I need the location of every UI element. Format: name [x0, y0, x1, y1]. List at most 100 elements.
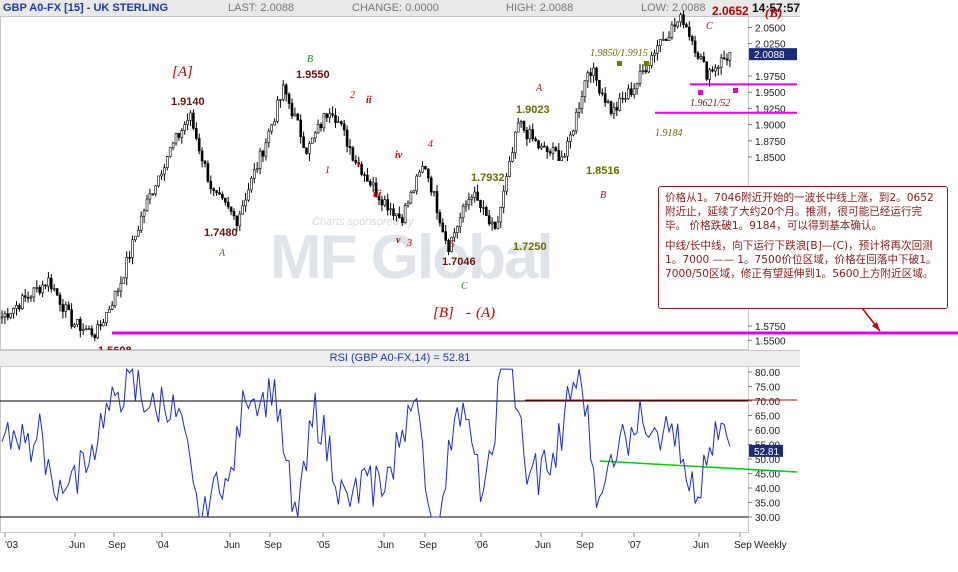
candle-body-77 — [224, 197, 227, 203]
candle-body-108 — [313, 132, 317, 139]
candle-body-236 — [685, 24, 688, 28]
candle-body-169 — [490, 221, 494, 225]
candle-body-230 — [667, 37, 671, 42]
candle-body-163 — [473, 191, 477, 198]
candle-body-212 — [615, 107, 619, 111]
candle-body-60 — [174, 133, 178, 144]
rsi-tick-label-10: 35.00 — [755, 499, 780, 510]
candle-body-224 — [650, 55, 653, 66]
candle-body-125 — [363, 174, 366, 176]
wave-label-4: B — [307, 54, 313, 65]
candle-body-7 — [20, 295, 24, 310]
interval-label: Weekly — [754, 540, 787, 551]
candle-body-184 — [534, 138, 537, 142]
candle-body-130 — [377, 195, 381, 201]
wave-label-17: 1.7046 — [442, 256, 476, 268]
candle-body-8 — [23, 295, 27, 298]
price-tick-label-9: 1.5750 — [755, 322, 786, 333]
candle-body-118 — [342, 123, 346, 131]
candle-body-78 — [226, 201, 230, 208]
last-price-box — [749, 48, 797, 61]
candle-body-80 — [232, 211, 236, 217]
candle-body-251 — [728, 52, 732, 61]
candle-body-31 — [90, 328, 94, 336]
watermark-brand: MF Global — [270, 223, 554, 292]
price-tick-label-8: 1.8500 — [755, 153, 786, 164]
candle-body-142 — [412, 190, 416, 193]
candle-body-20 — [58, 294, 62, 305]
rsi-tick-label-8: 45.00 — [755, 470, 780, 481]
wave-label-16: 5 — [450, 239, 455, 250]
wave-label-20: A — [535, 83, 543, 94]
candle-body-100 — [290, 103, 294, 117]
rsi-series-line — [1, 367, 731, 518]
candle-body-27 — [79, 318, 82, 332]
x-tick-label-0: '03 — [5, 540, 18, 551]
candle-body-90 — [261, 150, 265, 157]
rsi-title: RSI (GBP A0-FX,14) = 52.81 — [0, 350, 800, 367]
candle-body-181 — [525, 130, 529, 140]
candle-body-17 — [49, 277, 53, 290]
candle-body-168 — [487, 215, 491, 225]
wave-label-26: 1.9621/52 — [690, 98, 730, 109]
candle-body-52 — [151, 193, 155, 196]
wave-label-3: A — [218, 248, 226, 259]
candle-body-154 — [447, 240, 450, 252]
candle-body-240 — [696, 52, 700, 59]
candle-body-35 — [102, 322, 105, 327]
x-tick-label-1: Jun — [69, 540, 85, 551]
candle-body-39 — [113, 290, 117, 306]
high-label: HIGH: 2.0088 — [506, 2, 574, 14]
candle-body-191 — [554, 147, 558, 151]
candle-body-33 — [96, 324, 99, 339]
candle-body-99 — [287, 93, 291, 104]
candle-body-9 — [26, 297, 30, 299]
candle-body-112 — [325, 113, 329, 118]
candle-body-32 — [93, 334, 97, 339]
time-label: 14:57:57 — [752, 1, 801, 15]
candle-body-92 — [267, 130, 271, 144]
candle-body-55 — [160, 173, 163, 177]
candle-body-147 — [426, 168, 430, 179]
wave-label-29: (B) — [765, 5, 782, 20]
x-tick-label-10: Jun — [535, 540, 551, 551]
candle-body-177 — [513, 131, 517, 153]
x-tick-label-5: Sep — [264, 540, 282, 551]
candle-body-19 — [55, 288, 59, 296]
candle-body-131 — [380, 199, 384, 206]
candle-body-155 — [450, 236, 453, 252]
price-tick-label-4: 1.9500 — [755, 88, 786, 99]
x-tick-label-3: '04 — [156, 540, 169, 551]
candle-body-6 — [18, 305, 21, 310]
candle-body-94 — [273, 121, 276, 126]
candle-body-207 — [600, 92, 604, 95]
candle-body-193 — [560, 156, 564, 161]
rsi-tick-label-2: 70.00 — [755, 397, 780, 408]
candle-body-98 — [284, 84, 288, 95]
candle-body-88 — [255, 168, 259, 171]
candle-body-21 — [61, 304, 65, 312]
candle-body-174 — [505, 176, 508, 192]
price-tick-label-10: 1.5500 — [755, 336, 786, 347]
x-tick-label-8: Sep — [419, 540, 437, 551]
rsi-last-value: 52.81 — [754, 447, 779, 458]
x-tick-label-2: Sep — [108, 540, 126, 551]
x-tick-label-4: Jun — [224, 540, 240, 551]
candle-body-143 — [415, 175, 419, 192]
candle-body-126 — [366, 174, 369, 182]
candle-body-45 — [131, 239, 134, 258]
wave-label-6: 2 — [350, 90, 355, 101]
candle-body-67 — [195, 128, 198, 139]
candle-body-66 — [192, 112, 195, 129]
candle-body-76 — [221, 194, 224, 199]
candle-body-63 — [183, 124, 186, 131]
candle-body-65 — [189, 112, 192, 121]
wave-label-7: ii — [366, 95, 372, 106]
candle-body-105 — [305, 147, 308, 154]
candle-body-170 — [493, 221, 497, 229]
candle-body-97 — [281, 84, 285, 100]
candle-body-242 — [702, 56, 706, 62]
candle-body-124 — [360, 163, 363, 175]
candle-body-158 — [458, 217, 462, 228]
candle-body-229 — [664, 38, 668, 42]
